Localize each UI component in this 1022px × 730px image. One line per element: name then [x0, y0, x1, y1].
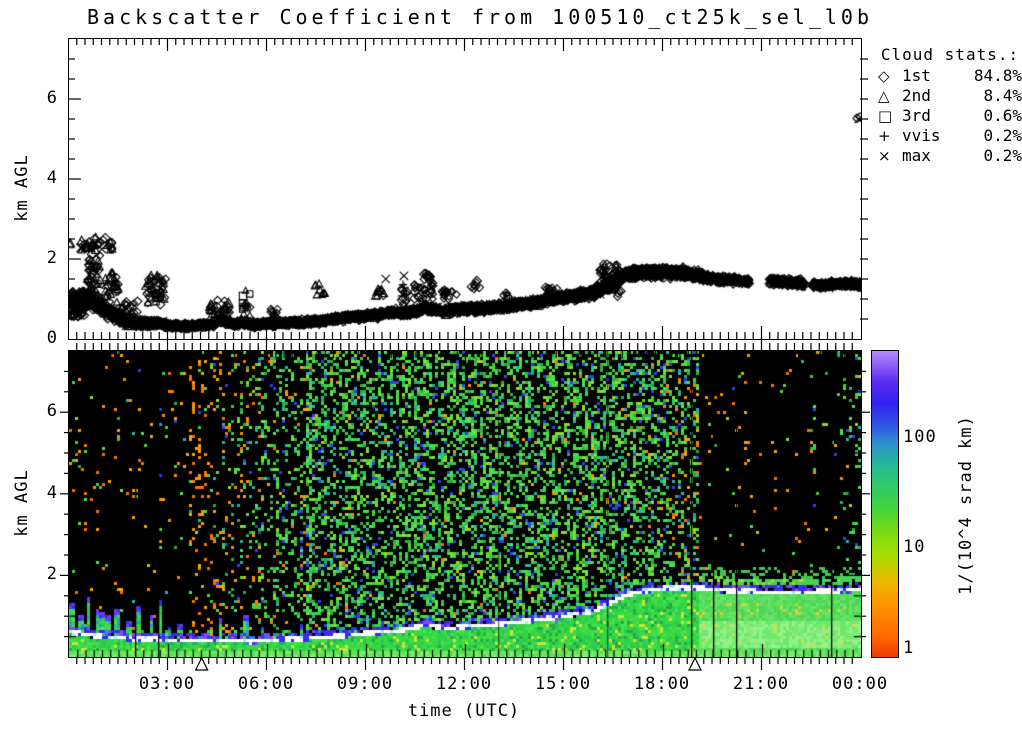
- square-icon: □: [878, 107, 893, 125]
- x-axis-label: time (UTC): [407, 701, 521, 721]
- scatter-canvas: [69, 39, 861, 339]
- y-axis-label-top: km AGL: [12, 154, 32, 222]
- triangle-icon: △: [878, 87, 890, 105]
- colorbar-tick-label: 100: [903, 426, 937, 447]
- backscatter-heatmap-panel: [68, 350, 862, 658]
- legend-row-label: 1st: [902, 66, 931, 85]
- cloud-stats-scatter-panel: [68, 38, 862, 340]
- x-tick-label: 00:00: [831, 674, 889, 694]
- legend-row: × max 0.2%: [878, 146, 1022, 166]
- legend-row: + vvis 0.2%: [878, 126, 1022, 146]
- legend-row-value: 0.2%: [983, 126, 1022, 145]
- x-tick-label: 06:00: [237, 674, 295, 694]
- colorbar-tick-label: 1: [903, 638, 915, 659]
- legend-row: ◇ 1st 84.8%: [878, 66, 1022, 86]
- colorbar-axis-label: 1/(10^4 srad km): [956, 415, 976, 595]
- legend-row-label: 2nd: [902, 86, 931, 105]
- x-tick-label: 12:00: [435, 674, 493, 694]
- colorbar: [871, 350, 899, 658]
- legend-row: △ 2nd 8.4%: [878, 86, 1022, 106]
- plot-title: Backscatter Coefficient from 100510_ct25…: [86, 5, 873, 29]
- legend-row-value: 8.4%: [983, 86, 1022, 105]
- y-axis-label-bottom: km AGL: [12, 469, 32, 537]
- y-tick-label-top: 0: [46, 328, 58, 348]
- colorbar-tick-label: 10: [903, 537, 926, 558]
- heatmap-canvas: [69, 351, 861, 657]
- legend-row-label: vvis: [902, 126, 941, 145]
- legend-row-value: 0.2%: [983, 146, 1022, 165]
- diamond-icon: ◇: [878, 67, 890, 85]
- y-tick-label-bottom: 6: [46, 401, 58, 422]
- plus-icon: +: [878, 127, 891, 145]
- y-tick-label-top: 4: [46, 168, 58, 188]
- x-tick-label: 15:00: [534, 674, 592, 694]
- legend-row: □ 3rd 0.6%: [878, 106, 1022, 126]
- y-tick-label-bottom: 2: [46, 564, 58, 585]
- legend-row-label: max: [902, 146, 931, 165]
- y-tick-label-top: 6: [46, 88, 58, 108]
- legend-row-value: 84.8%: [973, 66, 1022, 85]
- x-tick-label: 21:00: [732, 674, 790, 694]
- legend-rows: ◇ 1st 84.8% △ 2nd 8.4% □ 3rd 0.6% + vvis 0.2% × max 0.…: [878, 66, 1022, 166]
- surface-marker-triangle: [688, 656, 702, 671]
- x-tick-label: 03:00: [138, 674, 196, 694]
- x-tick-label: 18:00: [633, 674, 691, 694]
- surface-marker-triangle: [194, 656, 209, 671]
- legend-row-value: 0.6%: [983, 106, 1022, 125]
- cloud-stats-legend: Cloud stats.: ◇ 1st 84.8% △ 2nd 8.4% □ 3rd 0.6% +…: [878, 44, 1022, 166]
- x-icon: ×: [878, 147, 891, 165]
- y-tick-label-bottom: 4: [46, 482, 58, 503]
- x-tick-label: 09:00: [336, 674, 394, 694]
- legend-row-label: 3rd: [902, 106, 931, 125]
- legend-title: Cloud stats.:: [880, 45, 1020, 64]
- y-tick-label-top: 2: [46, 248, 58, 268]
